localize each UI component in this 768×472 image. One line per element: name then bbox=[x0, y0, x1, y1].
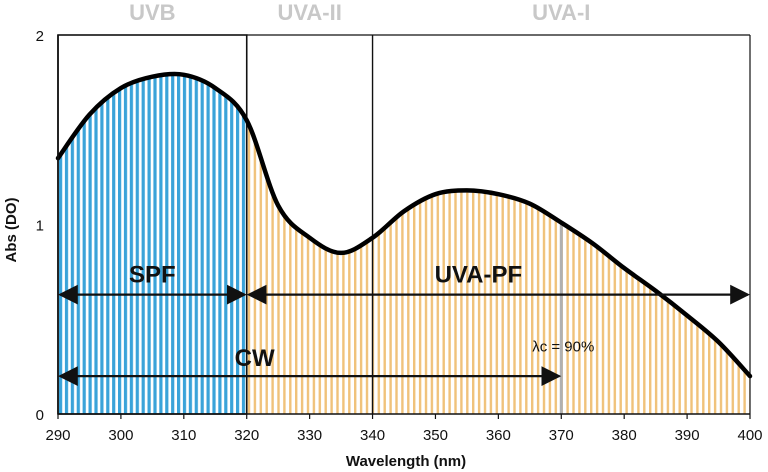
band-label-uva-i: UVA-I bbox=[532, 0, 590, 25]
spf-label: SPF bbox=[129, 262, 176, 289]
x-tick-label: 340 bbox=[360, 427, 385, 444]
x-tick-label: 320 bbox=[234, 427, 259, 444]
x-axis-title: Wavelength (nm) bbox=[346, 453, 466, 470]
x-tick-label: 330 bbox=[297, 427, 322, 444]
band-label-uvb: UVB bbox=[129, 0, 175, 25]
y-tick-labels: 0 1 2 bbox=[36, 28, 44, 424]
y-tick-label: 2 bbox=[36, 28, 44, 45]
striped-fill-group bbox=[58, 73, 750, 414]
x-tick-label: 350 bbox=[423, 427, 448, 444]
absorbance-fills bbox=[58, 73, 750, 414]
y-tick-label: 0 bbox=[36, 407, 44, 424]
x-tick-label: 360 bbox=[486, 427, 511, 444]
absorbance-curve bbox=[55, 71, 753, 379]
x-tick-label: 400 bbox=[737, 427, 762, 444]
y-axis-title: Abs (DO) bbox=[3, 198, 20, 263]
cw-label: CW bbox=[235, 345, 275, 372]
curve-layer bbox=[55, 71, 753, 379]
axes bbox=[57, 35, 750, 415]
band-label-uva-ii: UVA-II bbox=[277, 0, 341, 25]
uvb-striped-fill bbox=[58, 73, 247, 414]
x-tick-label: 390 bbox=[675, 427, 700, 444]
uva-pf-label: UVA-PF bbox=[435, 262, 523, 289]
x-tick-label: 310 bbox=[171, 427, 196, 444]
x-tick-label: 300 bbox=[108, 427, 133, 444]
x-tick-label: 380 bbox=[612, 427, 637, 444]
critical-wavelength-label: λc = 90% bbox=[532, 338, 594, 355]
x-tick-label: 370 bbox=[549, 427, 574, 444]
y-tick-label: 1 bbox=[36, 218, 44, 235]
uva-striped-fill bbox=[246, 73, 750, 414]
band-labels: UVB UVA-II UVA-I bbox=[129, 0, 590, 25]
annotations: SPF UVA-PF CW λc = 90% bbox=[58, 262, 750, 387]
x-tick-label: 290 bbox=[45, 427, 70, 444]
x-tick-labels: 290 300 310 320 330 340 350 360 370 380 390 400 bbox=[45, 414, 763, 444]
